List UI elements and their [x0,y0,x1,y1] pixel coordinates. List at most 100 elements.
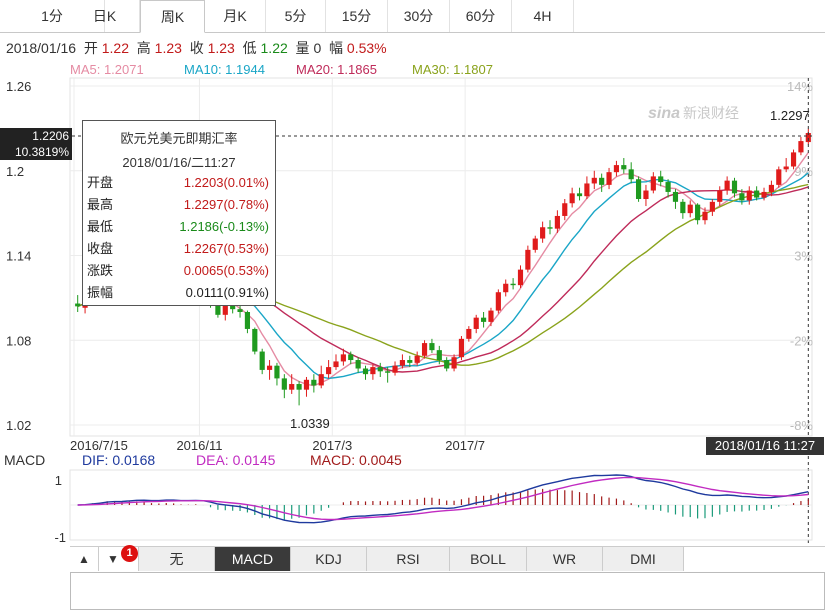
candle-body [444,360,450,369]
tab-day[interactable]: 日K [70,0,140,32]
candle-body [385,371,391,373]
candle-body [407,360,413,363]
indicator-rsi[interactable]: RSI [367,547,450,571]
candle-body [392,365,398,373]
ma30-legend: MA30: 1.1807 [412,62,493,77]
tab-4h[interactable]: 4H [512,0,574,32]
candle-body [266,365,273,370]
quote-amp-label: 幅 [329,40,344,56]
quote-line: 2018/01/16 开 1.22 高 1.23 收 1.23 低 1.22 量… [6,38,387,58]
tab-30min[interactable]: 30分 [388,0,450,32]
indicator-kdj[interactable]: KDJ [291,547,367,571]
period-tabs: 1分 日K 周K 月K 5分 15分 30分 60分 4H [0,0,825,33]
candle-body [326,367,332,375]
quote-open-label: 开 [83,40,98,56]
indicator-dmi[interactable]: DMI [603,547,684,571]
percent-tick-label: 3% [794,249,813,264]
candle-body [554,215,560,229]
candle-body [75,303,81,307]
candle-body [259,351,265,370]
indicator-boll[interactable]: BOLL [450,547,527,571]
candle-body [576,193,583,197]
candle-body [680,201,686,214]
crosshair-date-tag: 2018/01/16 11:27 [706,437,824,455]
candle-body [289,384,295,390]
scroll-up-button[interactable]: ▲ [70,547,99,571]
tooltip-time: 2018/01/16/二11:27 [122,155,236,170]
high-annotation: 1.2297 [770,108,810,123]
y-tick-label: 1.26 [6,79,31,94]
candle-body [429,343,435,351]
indicator-macd[interactable]: MACD [215,547,291,571]
x-tick-label: 2017/7 [445,438,485,453]
x-tick-label: 2016/11 [176,438,222,453]
tooltip-value: 1.2186(-0.13%) [179,219,269,234]
watermark-text: 新浪财经 [683,105,739,121]
candle-body [281,378,287,390]
tab-15min[interactable]: 15分 [326,0,388,32]
candle-body [643,190,649,199]
quote-open: 1.22 [101,40,129,56]
candle-body [458,338,465,358]
tab-5min[interactable]: 5分 [266,0,326,32]
tooltip-value: 1.2267(0.53%) [183,241,269,256]
tooltip-row-change: 涨跌 0.0065(0.53%) [87,261,271,281]
quote-high-label: 高 [136,40,151,56]
x-tick-label: 2016/7/15 [70,438,128,453]
candle-body [215,302,221,315]
tooltip-value: 1.2297(0.78%) [183,197,269,212]
candle-body [562,203,568,216]
candle-body [296,384,302,390]
indicator-wr[interactable]: WR [527,547,603,571]
tooltip-key: 收盘 [87,241,114,256]
candle-body [274,365,280,379]
quote-date: 2018/01/16 [6,40,77,56]
tooltip-value: 1.2203(0.01%) [183,175,269,190]
crosshair-percent-tag: 10.3819% [0,144,72,160]
tooltip-title: 欧元兑美元即期汇率 [120,131,238,146]
tooltip-row-amplitude: 振幅 0.0111(0.91%) [87,283,271,303]
percent-tick-label: -8% [790,418,814,433]
y-tick-label: 1.08 [6,333,31,348]
candle-body [731,180,738,194]
candle-body [525,249,531,270]
quote-low: 1.22 [260,40,288,56]
macd-label: MACD [4,452,46,468]
tab-60min[interactable]: 60分 [450,0,512,32]
y-tick-label: 1.02 [6,418,31,433]
candle-body [687,204,693,214]
candle-body [230,304,236,310]
candle-body [724,180,730,191]
time-navigator[interactable] [70,572,825,610]
macd-tick-label: 1 [55,473,62,488]
tooltip-key: 最低 [87,219,114,234]
candle-tooltip: 欧元兑美元即期汇率 2018/01/16/二11:27 开盘 1.2203(0.… [82,120,276,306]
candle-body [244,312,251,329]
candle-body [532,238,538,250]
candle-body [754,190,760,198]
tab-1min[interactable]: 1分 [0,0,105,32]
candle-body [237,309,243,312]
candle-body [621,165,627,170]
tab-week[interactable]: 周K [140,0,205,33]
candle-body [768,184,774,192]
candle-body [488,310,494,322]
tooltip-row-close: 收盘 1.2267(0.53%) [87,239,271,259]
dif-line [77,474,809,524]
quote-low-label: 低 [242,40,257,56]
y-tick-label: 1.14 [6,249,31,264]
tab-month[interactable]: 月K [205,0,266,32]
indicator-none[interactable]: 无 [139,547,215,571]
ma20-legend: MA20: 1.1865 [296,62,377,77]
low-annotation: 1.0339 [290,416,330,431]
candle-body [414,355,420,363]
candle-body [746,190,752,201]
candle-body [695,204,701,221]
x-tick-label: 2017/3 [312,438,352,453]
candle-body [591,177,597,184]
ma5-legend: MA5: 1.2071 [70,62,144,77]
candle-body [517,269,524,286]
watermark-brand: sina [648,105,680,122]
quote-close: 1.23 [207,40,235,56]
